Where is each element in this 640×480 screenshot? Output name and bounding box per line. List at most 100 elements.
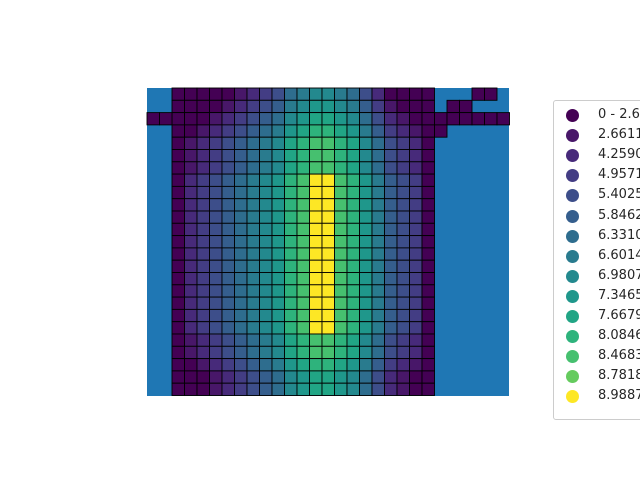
grid-cell (421, 87, 435, 101)
grid-cell (334, 296, 348, 310)
grid-cell (396, 185, 410, 200)
grid-cell (371, 173, 385, 187)
grid-cell (384, 173, 398, 187)
grid-cell (234, 296, 248, 310)
grid-cell (334, 185, 348, 200)
grid-cell (409, 198, 423, 212)
grid-cell (234, 136, 248, 150)
grid-cell (371, 198, 385, 212)
grid-cell (171, 222, 185, 237)
grid-cell (346, 382, 360, 396)
grid-cell (371, 247, 385, 261)
grid-cell (459, 99, 473, 114)
grid-cell (446, 99, 460, 114)
grid-cell (146, 112, 160, 126)
grid-cell (271, 333, 285, 347)
grid-cell (171, 321, 185, 335)
grid-cell (396, 136, 410, 150)
grid-cell (309, 185, 323, 200)
grid-cell (246, 259, 260, 273)
grid-cell (296, 308, 310, 323)
grid-cell (284, 382, 298, 396)
grid-cell (259, 382, 273, 396)
grid-cell (271, 296, 285, 310)
grid-cell (321, 112, 335, 126)
grid-cell (234, 321, 248, 335)
grid-cell (296, 272, 310, 286)
grid-cell (321, 296, 335, 310)
grid-cell (484, 87, 498, 101)
grid-cell (384, 272, 398, 286)
grid-cell (396, 259, 410, 273)
grid-cell (409, 99, 423, 114)
grid-cell (409, 87, 423, 101)
grid-cell (171, 370, 185, 384)
legend-label: 2.6611 (598, 127, 640, 143)
grid-cell (334, 210, 348, 224)
grid-cell (296, 149, 310, 163)
grid-cell (371, 161, 385, 175)
grid-cell (309, 112, 323, 126)
grid-cell (371, 112, 385, 126)
grid-cell (421, 321, 435, 335)
grid-cell (371, 284, 385, 298)
grid-cell (321, 382, 335, 396)
grid-cell (234, 235, 248, 249)
grid-cell (296, 161, 310, 175)
grid-cell (234, 370, 248, 384)
grid-cell (196, 370, 210, 384)
grid-cell (359, 161, 373, 175)
grid-cell (346, 284, 360, 298)
grid-cell (246, 321, 260, 335)
grid-cell (321, 370, 335, 384)
grid-cell (359, 173, 373, 187)
grid-cell (334, 382, 348, 396)
grid-cell (409, 284, 423, 298)
legend-label: 5.8462 (598, 207, 640, 223)
grid-cell (196, 198, 210, 212)
grid-cell (184, 222, 198, 237)
grid-cell (421, 210, 435, 224)
grid-cell (409, 235, 423, 249)
grid-cell (371, 222, 385, 237)
grid-cells (146, 87, 510, 396)
grid-cell (271, 235, 285, 249)
grid-cell (284, 308, 298, 323)
grid-cell (221, 136, 235, 150)
grid-cell (321, 124, 335, 138)
grid-cell (371, 296, 385, 310)
grid-cell (384, 247, 398, 261)
grid-cell (384, 345, 398, 360)
grid-cell (309, 235, 323, 249)
grid-cell (246, 345, 260, 360)
legend-marker (566, 229, 579, 243)
grid-cell (284, 112, 298, 126)
grid-cell (209, 382, 223, 396)
grid-cell (296, 296, 310, 310)
grid-cell (209, 272, 223, 286)
grid-cell (409, 382, 423, 396)
grid-cell (321, 358, 335, 372)
grid-cell (184, 198, 198, 212)
legend-marker (566, 289, 579, 303)
grid-cell (171, 185, 185, 200)
grid-cell (409, 185, 423, 200)
grid-cell (246, 161, 260, 175)
grid-cell (221, 124, 235, 138)
grid-cell (296, 222, 310, 237)
grid-cell (384, 222, 398, 237)
grid-cell (171, 210, 185, 224)
grid-cell (209, 210, 223, 224)
grid-cell (384, 99, 398, 114)
grid-cell (246, 222, 260, 237)
legend-marker (566, 310, 579, 323)
grid-cell (196, 149, 210, 163)
grid-cell (259, 259, 273, 273)
grid-cell (421, 382, 435, 396)
grid-cell (296, 333, 310, 347)
grid-cell (171, 161, 185, 175)
grid-cell (334, 136, 348, 150)
grid-cell (184, 308, 198, 323)
grid-cell (271, 308, 285, 323)
grid-cell (359, 222, 373, 237)
